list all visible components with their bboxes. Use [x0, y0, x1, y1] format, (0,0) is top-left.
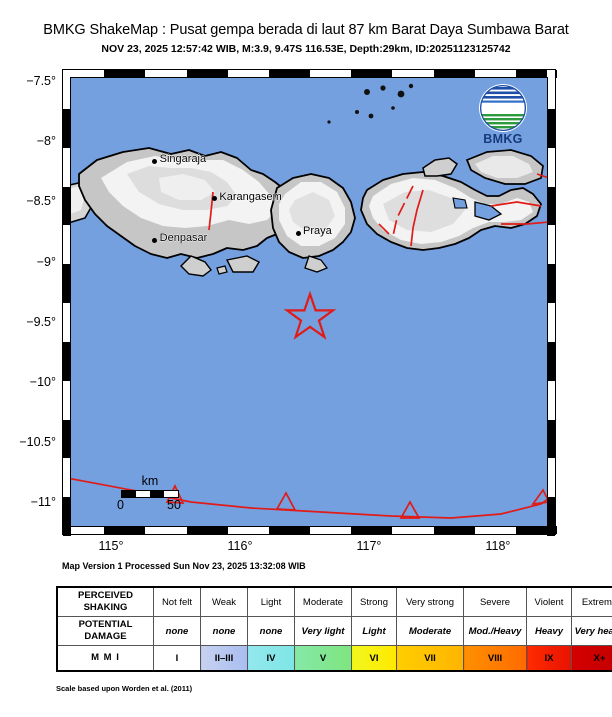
legend-attribution: Scale based upon Worden et al. (2011): [56, 684, 193, 693]
x-axis-tick: 118°: [485, 539, 511, 553]
y-axis-labels: −7.5° −8° −8.5° −9° −9.5° −10° −10.5° −11°: [0, 69, 612, 535]
legend-cell-shaking: Light: [247, 586, 295, 617]
legend-cell-damage: Heavy: [526, 616, 572, 646]
legend-cell-damage: none: [153, 616, 201, 646]
legend-cell-mmi: IX: [526, 645, 572, 672]
legend-cell-shaking: Moderate: [294, 586, 352, 617]
bmkg-logo: BMKG: [469, 84, 537, 146]
legend-cell-mmi: VIII: [463, 645, 527, 672]
scale-bar-end: 50: [167, 498, 181, 512]
legend-cell-damage: Moderate: [396, 616, 464, 646]
legend-cell-damage: Very heavy: [571, 616, 612, 646]
frame-band-right: [547, 70, 555, 536]
legend-cell-shaking: Strong: [351, 586, 397, 617]
page-title: BMKG ShakeMap : Pusat gempa berada di la…: [43, 22, 569, 38]
legend-row-perceived-shaking: PERCEIVED SHAKING Not felt Weak Light Moder…: [56, 586, 612, 617]
x-axis-labels: 115° 116° 117° 118°: [0, 537, 612, 559]
bmkg-logo-text: BMKG: [483, 132, 523, 146]
city-label: Praya: [303, 225, 332, 238]
y-axis-tick: −10°: [29, 375, 56, 390]
scale-bar-graphic: [121, 490, 179, 498]
frame-band-left: [63, 70, 71, 536]
map-frame: [62, 69, 557, 536]
city-marker-dot: [211, 196, 217, 202]
scale-bar-start: 0: [117, 498, 124, 512]
intensity-legend-table: PERCEIVED SHAKING Not felt Weak Light Moder…: [56, 586, 612, 672]
legend-cell-damage: Very light: [294, 616, 352, 646]
y-axis-tick: −9.5°: [26, 314, 56, 329]
title-block: BMKG ShakeMap : Pusat gempa berada di la…: [0, 0, 612, 55]
y-axis-tick: −8.5°: [26, 194, 56, 209]
legend-cell-damage: Mod./Heavy: [463, 616, 527, 646]
city-marker-dot: [152, 158, 158, 164]
city-marker-dot: [152, 237, 158, 243]
city-marker-dot: [295, 230, 301, 236]
y-axis-tick: −9°: [36, 254, 56, 269]
legend-cell-damage: none: [247, 616, 295, 646]
legend-cell-mmi: X+: [571, 645, 612, 672]
city-label: Karangasem: [219, 190, 282, 203]
legend-row-header-shaking: PERCEIVED SHAKING: [56, 586, 154, 617]
map-version-footer: Map Version 1 Processed Sun Nov 23, 2025…: [62, 561, 306, 571]
frame-band-bottom: [63, 526, 557, 534]
legend-cell-shaking: Severe: [463, 586, 527, 617]
legend-cell-mmi: IV: [247, 645, 295, 672]
city-label: Denpasar: [159, 232, 208, 244]
legend-cell-shaking: Very strong: [396, 586, 464, 617]
y-axis-tick: −11°: [30, 495, 56, 510]
legend-row-header-damage: POTENTIAL DAMAGE: [56, 616, 154, 646]
x-axis-tick: 117°: [356, 539, 382, 553]
x-axis-tick: 116°: [227, 539, 253, 553]
frame-band-top: [63, 70, 557, 78]
scale-bar-title: km: [141, 474, 159, 488]
legend-cell-shaking: Extreme: [571, 586, 612, 617]
legend-cell-shaking: Violent: [526, 586, 572, 617]
y-axis-tick: −7.5°: [26, 74, 56, 89]
legend-cell-mmi: I: [153, 645, 201, 672]
bmkg-globe-icon: [479, 84, 527, 132]
legend-row-mmi: M M I I II–III IV V VI VII VIII IX X+: [56, 645, 612, 672]
legend-cell-mmi: V: [294, 645, 352, 672]
legend-row-potential-damage: POTENTIAL DAMAGE none none none Very light L…: [56, 616, 612, 646]
y-axis-tick: −8°: [36, 134, 56, 149]
event-summary: NOV 23, 2025 12:57:42 WIB, M:3.9, 9.47S …: [101, 43, 511, 55]
legend-cell-shaking: Weak: [200, 586, 248, 617]
shakemap-map[interactable]: Singaraja Karangasem Denpasar Praya km 0 50: [62, 69, 557, 536]
y-axis-tick: −10.5°: [19, 435, 56, 450]
legend-cell-shaking: Not felt: [153, 586, 201, 617]
legend-cell-damage: Light: [351, 616, 397, 646]
legend-cell-damage: none: [200, 616, 248, 646]
map-geometry: [71, 83, 547, 519]
scale-bar: km 0 50: [117, 474, 181, 512]
legend-row-header-mmi: M M I: [56, 645, 154, 672]
map-canvas[interactable]: Singaraja Karangasem Denpasar Praya km 0 50: [70, 77, 548, 527]
legend-cell-mmi: VII: [396, 645, 464, 672]
legend-cell-mmi: VI: [351, 645, 397, 672]
legend-cell-mmi: II–III: [200, 645, 248, 672]
city-label: Singaraja: [159, 153, 207, 166]
x-axis-tick: 115°: [98, 539, 124, 553]
